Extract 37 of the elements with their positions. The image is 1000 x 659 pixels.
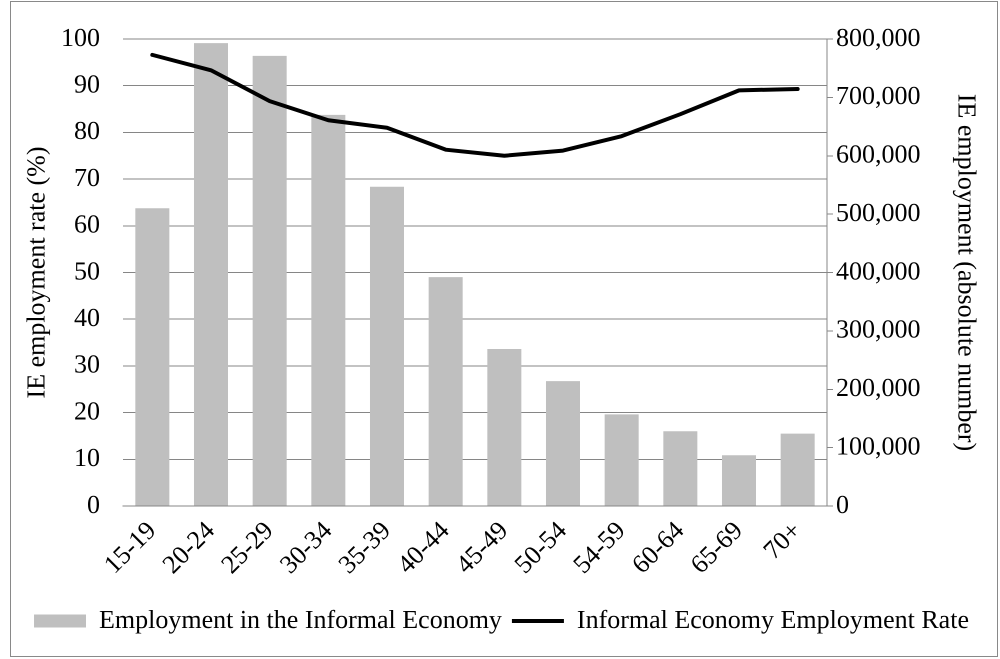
y-tick-label: 0 [87,490,100,519]
y2-tick-label: 700,000 [836,81,920,110]
bar [546,381,580,506]
y-tick-label: 40 [74,303,100,332]
y-tick-label: 90 [74,70,100,99]
bar [428,277,463,506]
x-tick-label: 70+ [757,516,807,565]
y2-tick-label: 400,000 [836,256,920,286]
y-tick-label: 30 [74,350,100,379]
bar [780,434,815,506]
y2-axis-title: IE employment (absolute number) [952,94,982,452]
y-tick-label: 100 [61,22,100,52]
y2-tick-label: 0 [836,490,849,519]
bar [604,414,639,506]
legend-label: Employment in the Informal Economy [99,604,502,634]
y2-tick-label: 200,000 [836,373,920,402]
y2-tick-label: 500,000 [836,198,920,227]
y-tick-label: 80 [74,116,100,146]
bar [311,114,346,506]
y2-tick-label: 300,000 [836,314,920,344]
bar [722,455,756,506]
y2-tick-label: 100,000 [836,431,920,460]
bar [135,208,170,506]
bar [487,348,522,506]
y-tick-label: 70 [74,162,100,192]
y-tick-label: 60 [74,210,100,239]
y2-tick-label: 600,000 [836,140,920,169]
bar [194,43,228,506]
y-tick-label: 10 [74,443,100,472]
y2-tick-label: 800,000 [836,22,920,52]
bar [370,186,404,506]
legend-label: Informal Economy Employment Rate [576,604,969,634]
bar [663,431,698,506]
y-axis-title: IE employment rate (%) [21,146,50,398]
bar [252,56,287,506]
y-tick-label: 20 [74,396,100,426]
y-tick-label: 50 [74,256,100,286]
